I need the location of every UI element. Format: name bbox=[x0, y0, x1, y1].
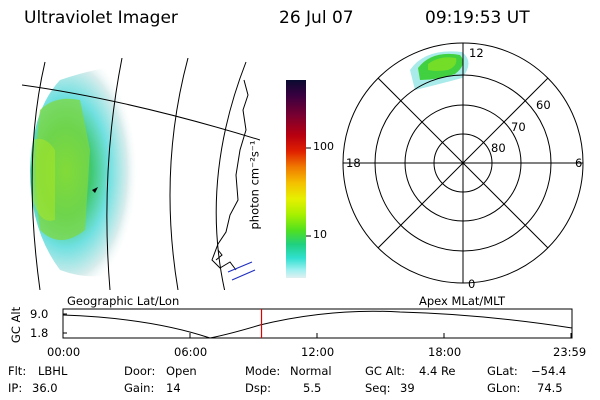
door-value: Open bbox=[166, 364, 197, 378]
flt-value: LBHL bbox=[38, 364, 68, 378]
mlat-label-80: 80 bbox=[491, 141, 506, 155]
xtick-2359: 23:59 bbox=[553, 345, 587, 359]
glon-value: 74.5 bbox=[537, 381, 563, 395]
xtick-0600: 06:00 bbox=[174, 345, 208, 359]
glat-label: GLat: bbox=[487, 364, 518, 378]
instrument-title: Ultraviolet Imager bbox=[24, 8, 178, 28]
dsp-value: 5.5 bbox=[303, 381, 322, 395]
ytick-9: 9.0 bbox=[30, 307, 49, 321]
gcalt-value: 4.4 Re bbox=[419, 364, 456, 378]
ytick-1-8: 1.8 bbox=[30, 326, 49, 340]
colorbar-tick-100: 100 bbox=[313, 140, 334, 153]
mode-label: Mode: bbox=[245, 364, 281, 378]
time-label: 09:19:53 UT bbox=[425, 8, 530, 28]
mlat-label-60: 60 bbox=[536, 98, 551, 112]
timeline-right-title: Apex MLat/MLT bbox=[419, 294, 506, 308]
glat-value: −54.4 bbox=[531, 364, 567, 378]
door-label: Door: bbox=[124, 364, 156, 378]
gain-label: Gain: bbox=[124, 381, 155, 395]
colorbar-tick-10: 10 bbox=[313, 228, 327, 241]
xtick-1200: 12:00 bbox=[301, 345, 335, 359]
colorbar bbox=[286, 80, 306, 278]
gcalt-label: GC Alt: bbox=[365, 364, 406, 378]
seq-label: Seq: bbox=[365, 381, 391, 395]
seq-value: 39 bbox=[400, 381, 415, 395]
flt-label: Flt: bbox=[8, 364, 27, 378]
xtick-1800: 18:00 bbox=[428, 345, 462, 359]
xtick-0000: 00:00 bbox=[47, 345, 81, 359]
date-label: 26 Jul 07 bbox=[279, 8, 354, 28]
mlat-label-70: 70 bbox=[511, 120, 526, 134]
dsp-label: Dsp: bbox=[245, 381, 272, 395]
mlt-label-0: 0 bbox=[468, 277, 476, 291]
mlt-label-6: 6 bbox=[575, 156, 583, 170]
timeline-left-title: Geographic Lat/Lon bbox=[67, 294, 180, 308]
mlt-label-12: 12 bbox=[469, 46, 484, 60]
gain-value: 14 bbox=[166, 381, 181, 395]
ip-value: 36.0 bbox=[32, 381, 58, 395]
mode-value: Normal bbox=[290, 364, 332, 378]
glon-label: GLon: bbox=[487, 381, 521, 395]
ip-label: IP: bbox=[8, 381, 23, 395]
mlt-label-18: 18 bbox=[346, 156, 361, 170]
